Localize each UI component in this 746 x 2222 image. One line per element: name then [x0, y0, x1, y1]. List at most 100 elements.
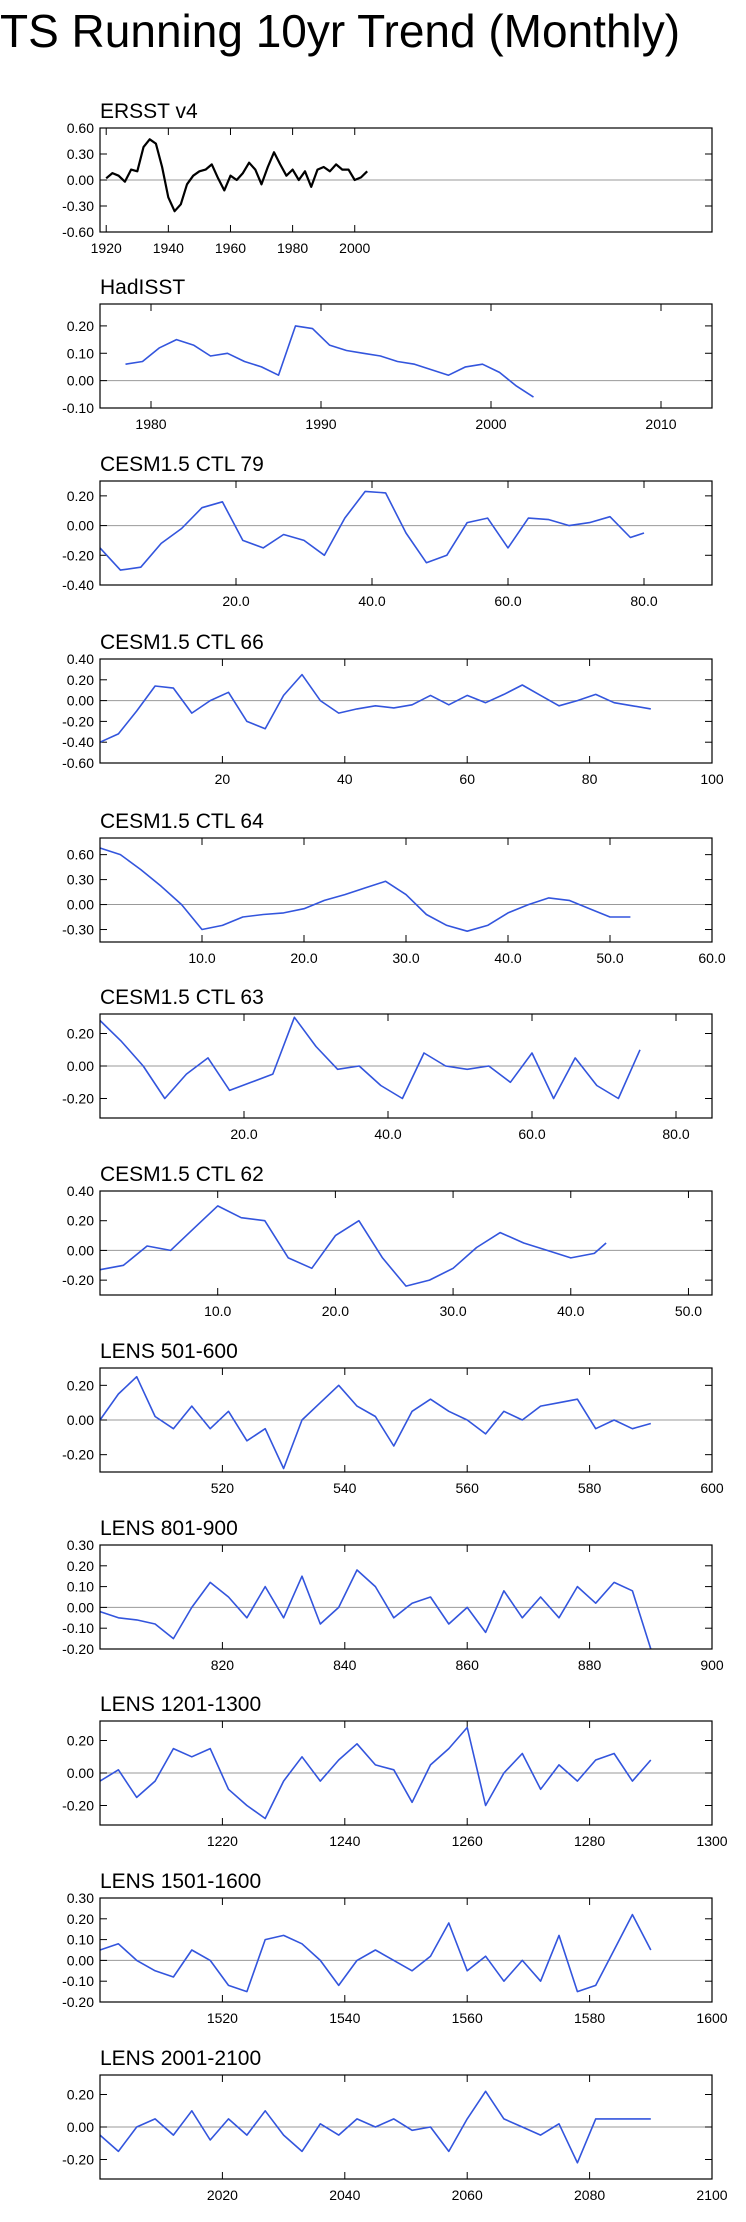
x-tick-label: 2100	[696, 2187, 727, 2203]
plot-frame	[99, 1720, 713, 1826]
x-tick-label: 860	[456, 1657, 480, 1673]
plot-frame	[99, 1367, 713, 1473]
chart-panel: HadISST 0.20 0.10 0.00 -0.10 1980 1990 2000 2010	[62, 276, 713, 432]
y-tick-label: 0.00	[67, 518, 94, 534]
x-tick-label: 20.0	[230, 1126, 257, 1142]
x-tick-label: 520	[211, 1480, 235, 1496]
y-tick-label: 0.20	[67, 488, 94, 504]
y-tick-label: -0.20	[62, 1091, 94, 1107]
plot-frame	[99, 1013, 713, 1119]
panel-title: CESM1.5 CTL 79	[100, 453, 264, 476]
x-tick-label: 1580	[574, 2010, 605, 2026]
y-tick-label: 0.20	[67, 672, 94, 688]
series-line	[99, 1913, 652, 1993]
y-tick-label: -0.10	[62, 1973, 94, 1989]
x-tick-label: 1990	[305, 416, 336, 432]
panel-title: LENS 801-900	[100, 1517, 238, 1540]
series-line	[99, 490, 645, 571]
y-tick-label: -0.40	[62, 577, 94, 593]
y-tick-label: 0.00	[67, 2119, 94, 2135]
y-tick-label: -0.10	[62, 400, 94, 416]
panel-title: CESM1.5 CTL 63	[100, 986, 264, 1009]
y-tick-label: 0.20	[67, 1911, 94, 1927]
y-tick-label: 0.10	[67, 345, 94, 361]
y-tick-label: 0.10	[67, 1579, 94, 1595]
x-tick-label: 40.0	[358, 593, 385, 609]
y-tick-label: 0.00	[67, 1412, 94, 1428]
plot-frame	[99, 2074, 713, 2180]
x-tick-label: 60.0	[494, 593, 521, 609]
y-tick-label: 0.00	[67, 172, 94, 188]
chart-panel: LENS 1501-1600 0.30 0.20 0.10 0.00 -0.10 -0.20…	[62, 1870, 728, 2026]
x-tick-label: 1600	[696, 2010, 727, 2026]
chart-panel: CESM1.5 CTL 79 0.20 0.00 -0.20 -0.40 20.0 40.0…	[62, 453, 713, 609]
x-tick-label: 40	[337, 771, 353, 787]
series-line	[99, 673, 651, 743]
x-tick-label: 10.0	[188, 950, 215, 966]
x-tick-label: 30.0	[439, 1303, 466, 1319]
y-tick-label: -0.20	[62, 1798, 94, 1814]
y-tick-label: -0.20	[62, 1994, 94, 2010]
y-tick-label: 0.00	[67, 1599, 94, 1615]
y-tick-label: 0.00	[67, 897, 94, 913]
x-tick-label: 540	[333, 1480, 357, 1496]
y-tick-label: 0.00	[67, 1058, 94, 1074]
x-tick-label: 80	[582, 771, 598, 787]
x-tick-label: 820	[211, 1657, 235, 1673]
panel-title: LENS 1201-1300	[100, 1693, 261, 1716]
y-tick-label: 0.20	[67, 1558, 94, 1574]
panel-title: ERSST v4	[100, 100, 198, 123]
plot-frame	[99, 658, 713, 764]
plot-frame	[99, 1544, 713, 1650]
x-tick-label: 50.0	[596, 950, 623, 966]
series-line	[105, 138, 368, 213]
x-tick-label: 1280	[574, 1833, 605, 1849]
x-tick-label: 2020	[207, 2187, 238, 2203]
x-tick-label: 1220	[207, 1833, 238, 1849]
plot-frame	[99, 127, 713, 233]
chart-panel: CESM1.5 CTL 62 0.40 0.20 0.00 -0.20 10.0 20.0 3…	[62, 1163, 713, 1319]
x-tick-label: 880	[578, 1657, 602, 1673]
panel-title: LENS 1501-1600	[100, 1870, 261, 1893]
series-line	[99, 1375, 652, 1470]
x-tick-label: 80.0	[662, 1126, 689, 1142]
y-tick-label: 0.00	[67, 693, 94, 709]
y-tick-label: 0.20	[67, 1733, 94, 1749]
x-tick-label: 1940	[153, 240, 184, 256]
plot-frame	[99, 480, 713, 586]
y-tick-label: 0.20	[67, 1026, 94, 1042]
x-tick-label: 1960	[215, 240, 246, 256]
x-tick-label: 80.0	[630, 593, 657, 609]
y-tick-label: -0.60	[62, 755, 94, 771]
chart-panel: LENS 501-600 0.20 0.00 -0.20 520 540 560 580 600	[62, 1340, 724, 1496]
x-tick-label: 1980	[135, 416, 166, 432]
y-tick-label: -0.20	[62, 547, 94, 563]
x-tick-label: 2010	[645, 416, 676, 432]
panel-title: HadISST	[100, 276, 185, 299]
x-tick-label: 20.0	[322, 1303, 349, 1319]
x-tick-label: 2000	[339, 240, 370, 256]
y-tick-label: 0.60	[67, 120, 94, 136]
plot-frame	[99, 837, 713, 943]
x-tick-label: 50.0	[675, 1303, 702, 1319]
series-line	[99, 1016, 641, 1100]
series-line	[99, 1569, 652, 1650]
chart-panel: LENS 1201-1300 0.20 0.00 -0.20 1220 1240 1260 1…	[62, 1693, 728, 1849]
y-tick-label: -0.20	[62, 713, 94, 729]
y-tick-label: 0.30	[67, 1890, 94, 1906]
x-tick-label: 1260	[452, 1833, 483, 1849]
x-tick-label: 60.0	[518, 1126, 545, 1142]
panel-title: CESM1.5 CTL 64	[100, 810, 264, 833]
x-tick-label: 1520	[207, 2010, 238, 2026]
x-tick-label: 40.0	[494, 950, 521, 966]
page-title: TS Running 10yr Trend (Monthly)	[0, 5, 681, 57]
panel-title: LENS 2001-2100	[100, 2047, 261, 2070]
x-tick-label: 840	[333, 1657, 357, 1673]
y-tick-label: -0.20	[62, 1641, 94, 1657]
plot-frame	[99, 1897, 713, 2003]
x-tick-label: 1980	[277, 240, 308, 256]
x-tick-label: 1920	[91, 240, 122, 256]
series-line	[99, 1205, 607, 1287]
x-tick-label: 1300	[696, 1833, 727, 1849]
